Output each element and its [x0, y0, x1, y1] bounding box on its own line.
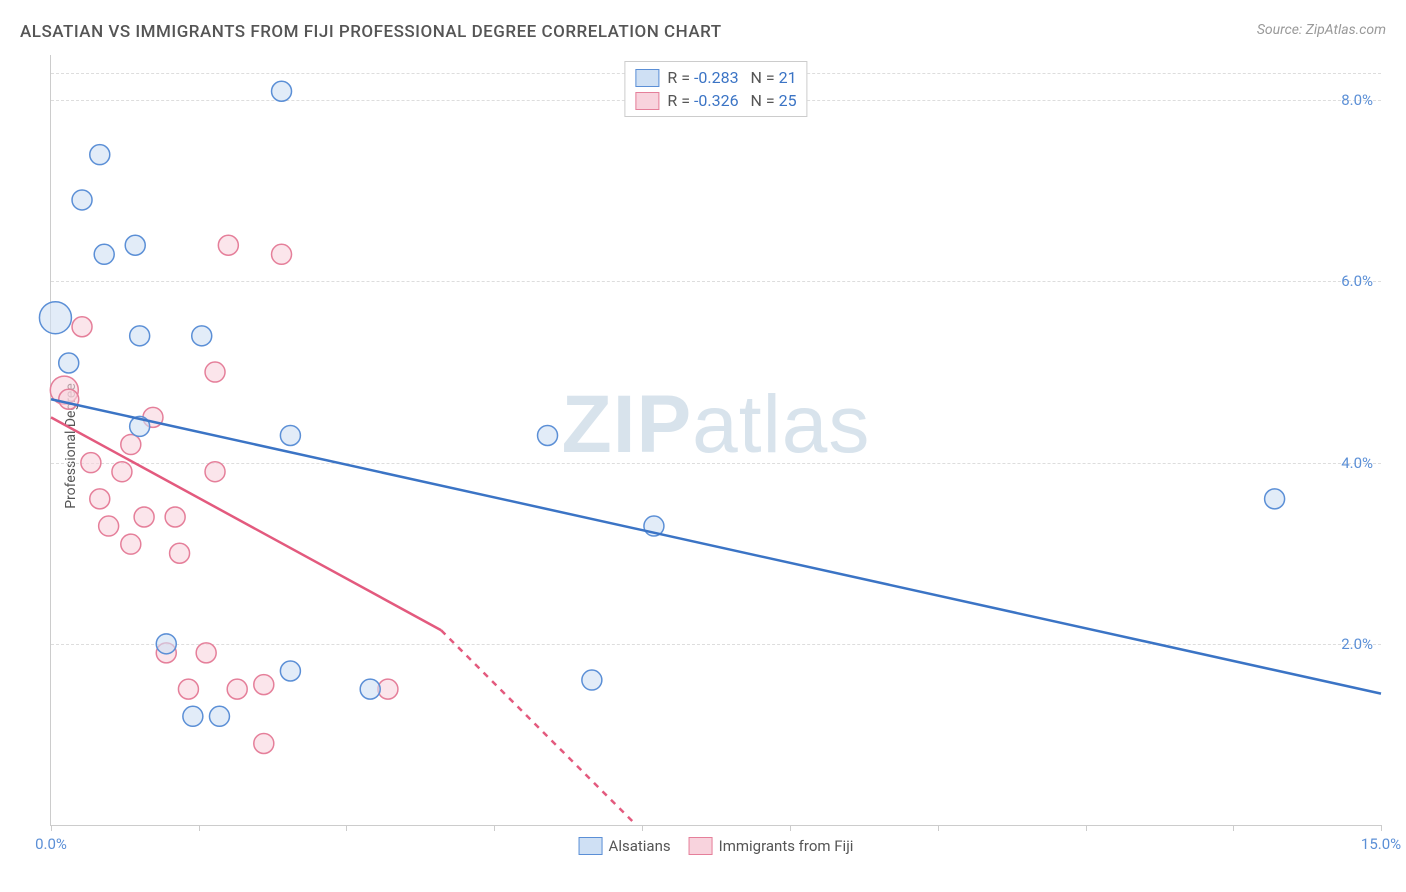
x-tick	[642, 825, 643, 831]
data-point	[272, 81, 292, 101]
legend-swatch	[635, 69, 659, 87]
x-tick	[938, 825, 939, 831]
correlation-legend: R = -0.283 N = 21 R = -0.326 N = 25	[624, 61, 807, 117]
data-point	[112, 462, 132, 482]
data-point	[360, 679, 380, 699]
x-tick-label: 0.0%	[35, 835, 67, 853]
data-point	[90, 489, 110, 509]
x-tick	[1381, 825, 1382, 831]
data-point	[280, 425, 300, 445]
data-point	[90, 145, 110, 165]
data-point	[218, 235, 238, 255]
data-point	[205, 362, 225, 382]
chart-plot-area: ZIPatlas 2.0%4.0%6.0%8.0% R = -0.283 N =…	[50, 55, 1381, 826]
legend-item-fiji: Immigrants from Fiji	[689, 837, 854, 855]
legend-label-alsatians: Alsatians	[609, 837, 671, 855]
x-tick	[199, 825, 200, 831]
data-point	[81, 453, 101, 473]
x-tick	[790, 825, 791, 831]
chart-title: ALSATIAN VS IMMIGRANTS FROM FIJI PROFESS…	[20, 22, 722, 42]
data-point	[99, 516, 119, 536]
data-point	[192, 326, 212, 346]
data-point	[178, 679, 198, 699]
data-point	[134, 507, 154, 527]
data-point	[125, 235, 145, 255]
x-tick	[51, 825, 52, 831]
trend-line	[51, 399, 1381, 693]
legend-text: R = -0.283 N = 21	[667, 68, 796, 87]
scatter-svg	[51, 55, 1381, 825]
swatch-fiji	[689, 837, 713, 855]
data-point	[1265, 489, 1285, 509]
data-point	[130, 326, 150, 346]
source-attribution: Source: ZipAtlas.com	[1257, 22, 1386, 38]
legend-text: R = -0.326 N = 25	[667, 91, 796, 110]
data-point	[582, 670, 602, 690]
data-point	[121, 534, 141, 554]
legend-row: R = -0.283 N = 21	[635, 66, 796, 89]
legend-row: R = -0.326 N = 25	[635, 89, 796, 112]
data-point	[183, 706, 203, 726]
data-point	[196, 643, 216, 663]
data-point	[59, 353, 79, 373]
legend-swatch	[635, 92, 659, 110]
data-point	[227, 679, 247, 699]
data-point	[254, 675, 274, 695]
data-point	[205, 462, 225, 482]
x-tick	[346, 825, 347, 831]
data-point	[121, 435, 141, 455]
x-tick	[1233, 825, 1234, 831]
data-point	[209, 706, 229, 726]
data-point	[170, 543, 190, 563]
data-point	[272, 244, 292, 264]
legend-item-alsatians: Alsatians	[579, 837, 671, 855]
legend-label-fiji: Immigrants from Fiji	[719, 837, 854, 855]
data-point	[72, 190, 92, 210]
data-point	[59, 389, 79, 409]
data-point	[72, 317, 92, 337]
x-tick-label: 15.0%	[1361, 835, 1401, 853]
x-tick	[494, 825, 495, 831]
trend-line	[441, 630, 636, 825]
series-legend: Alsatians Immigrants from Fiji	[579, 837, 854, 855]
data-point	[280, 661, 300, 681]
data-point	[156, 634, 176, 654]
x-tick	[1086, 825, 1087, 831]
data-point	[254, 733, 274, 753]
data-point	[94, 244, 114, 264]
data-point	[538, 425, 558, 445]
data-point	[39, 302, 71, 334]
swatch-alsatians	[579, 837, 603, 855]
data-point	[165, 507, 185, 527]
